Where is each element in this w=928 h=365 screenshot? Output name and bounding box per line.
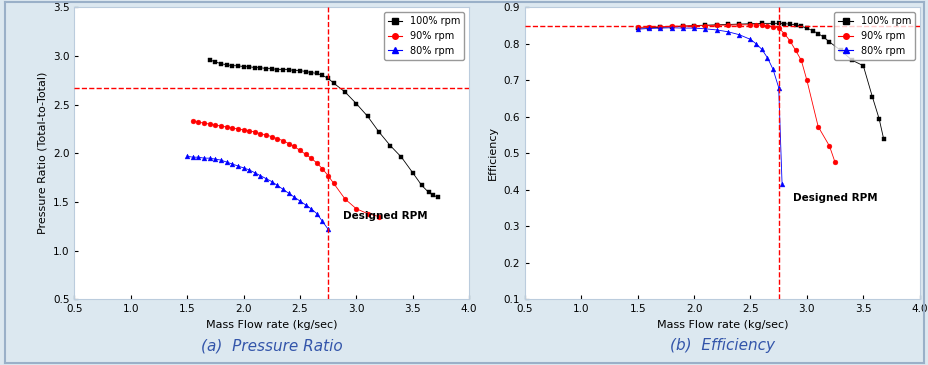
Y-axis label: Pressure Ratio (Total-to-Total): Pressure Ratio (Total-to-Total) <box>37 72 47 234</box>
Text: Designed RPM: Designed RPM <box>342 211 427 222</box>
Text: (a)  Pressure Ratio: (a) Pressure Ratio <box>200 338 342 353</box>
Legend: 100% rpm, 90% rpm, 80% rpm: 100% rpm, 90% rpm, 80% rpm <box>383 12 464 59</box>
Y-axis label: Efficiency: Efficiency <box>487 126 497 180</box>
X-axis label: Mass Flow rate (kg/sec): Mass Flow rate (kg/sec) <box>206 320 337 330</box>
X-axis label: Mass Flow rate (kg/sec): Mass Flow rate (kg/sec) <box>656 320 787 330</box>
Text: (b)  Efficiency: (b) Efficiency <box>669 338 774 353</box>
Legend: 100% rpm, 90% rpm, 80% rpm: 100% rpm, 90% rpm, 80% rpm <box>833 12 914 59</box>
Text: Designed RPM: Designed RPM <box>793 193 877 203</box>
